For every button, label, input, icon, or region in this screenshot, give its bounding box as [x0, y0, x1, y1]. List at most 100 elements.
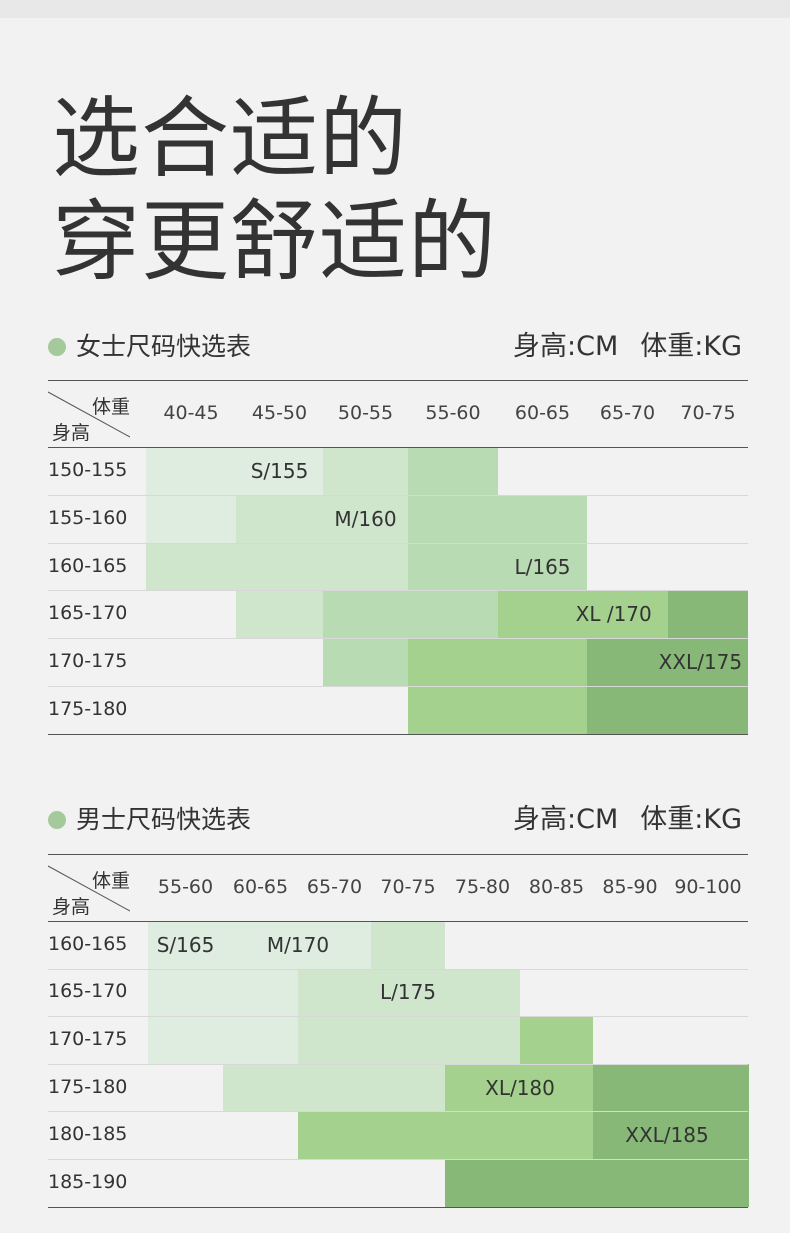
size-label: L/175: [379, 980, 437, 1005]
women-section-title: 女士尺码快选表: [76, 332, 252, 361]
size-cell: [148, 1016, 223, 1064]
column-header: 65-70: [306, 875, 363, 898]
corner-diagonal: [48, 865, 130, 912]
size-cell: [587, 590, 668, 639]
column-header: 55-60: [425, 401, 481, 424]
size-cell: [371, 1063, 445, 1112]
row-divider: [48, 1016, 748, 1018]
size-cell: [323, 542, 408, 591]
size-cell: [445, 1159, 520, 1207]
row-height-label: 185-190: [48, 1170, 128, 1193]
men-size-table: 体重 身高 55-60 60-65 65-70 70-75 75-80 80-85 85-90 9…: [48, 854, 749, 1208]
size-cell: [668, 638, 748, 686]
top-band: [0, 0, 790, 18]
size-cell: [498, 542, 587, 591]
size-cell: [668, 590, 748, 639]
size-cell: [371, 1111, 445, 1159]
unit-weight: 体重:KG: [640, 804, 742, 835]
unit-weight: 体重:KG: [640, 331, 742, 362]
size-cell: [223, 921, 298, 969]
unit-height: 身高:CM: [513, 331, 619, 362]
size-cell: [236, 494, 323, 543]
size-cell: [408, 542, 498, 591]
size-cell: [498, 494, 587, 543]
row-height-label: 150-155: [48, 458, 128, 481]
column-header: 90-100: [674, 875, 742, 898]
size-cell: [146, 542, 236, 591]
size-cell: [445, 1016, 520, 1064]
row-divider: [48, 1111, 748, 1113]
size-cell: [498, 686, 587, 734]
size-cell: [298, 1063, 371, 1112]
size-label: XL/180: [485, 1075, 555, 1100]
size-cell: [587, 638, 668, 686]
size-cell: [520, 1016, 593, 1064]
men-section-title: 男士尺码快选表: [76, 805, 252, 834]
row-divider: [48, 590, 748, 592]
men-units: 身高:CM 体重:KG: [491, 803, 742, 837]
size-label: XXL/185: [625, 1123, 709, 1148]
table-bottom-border: [48, 1206, 748, 1208]
size-cell: [667, 1111, 749, 1159]
size-cell: [146, 447, 236, 495]
size-label: M/160: [334, 506, 397, 531]
row-height-label: 175-180: [48, 1075, 128, 1098]
table-top-border: [48, 854, 748, 855]
size-cell: [323, 638, 408, 686]
size-cell: [371, 968, 445, 1017]
size-cell: [223, 1063, 298, 1112]
row-height-label: 170-175: [48, 1028, 128, 1050]
corner-diagonal: [48, 391, 130, 438]
women-section-header: 女士尺码快选表 身高:CM 体重:KG: [48, 330, 748, 370]
column-header: 70-75: [380, 875, 436, 898]
size-cell: [298, 968, 371, 1017]
header-divider: [48, 921, 748, 922]
column-header: 40-45: [163, 401, 219, 424]
size-cell: [223, 968, 298, 1017]
size-label: XXL/175: [658, 650, 743, 675]
column-header: 60-65: [232, 875, 289, 898]
size-label: S/155: [250, 458, 309, 483]
size-cell: [408, 494, 498, 543]
size-cell: [408, 590, 498, 639]
size-cell: [323, 494, 408, 543]
size-cell: [593, 1111, 667, 1159]
row-divider: [48, 494, 748, 496]
size-label: M/170: [266, 932, 330, 957]
size-cell: [298, 1016, 371, 1064]
size-cell: [236, 447, 323, 495]
size-cell: [520, 1111, 593, 1159]
size-cell: [371, 1016, 445, 1064]
bullet-dot-icon: [48, 338, 66, 356]
headline-line2: 穿更舒适的: [52, 190, 498, 293]
table-bottom-border: [48, 733, 748, 735]
size-cell: [148, 921, 223, 969]
row-divider: [48, 542, 748, 544]
row-height-label: 175-180: [48, 697, 128, 720]
size-cell: [498, 638, 587, 686]
corner-height-label: 身高: [52, 896, 91, 918]
size-cell: [236, 590, 323, 639]
size-cell: [668, 686, 748, 734]
corner-weight-label: 体重: [92, 870, 131, 892]
row-divider: [48, 686, 748, 687]
size-cell: [520, 1063, 593, 1112]
corner-weight-label: 体重: [92, 396, 131, 418]
size-cell: [323, 590, 408, 639]
size-cell: [593, 1063, 667, 1112]
size-cell: [667, 1063, 749, 1112]
column-header: 60-65: [514, 401, 571, 424]
size-cell: [587, 686, 668, 734]
column-header: 85-90: [602, 875, 658, 898]
size-cell: [146, 494, 236, 543]
row-height-label: 170-175: [48, 650, 128, 673]
size-cell: [298, 921, 371, 969]
row-height-label: 160-165: [48, 932, 128, 955]
column-header: 75-80: [454, 875, 511, 898]
size-label: XL /170: [575, 602, 652, 627]
size-cell: [593, 1159, 667, 1207]
size-cell: [445, 1111, 520, 1159]
size-cell: [408, 447, 498, 495]
size-cell: [408, 686, 498, 734]
size-label: S/165: [156, 932, 215, 957]
